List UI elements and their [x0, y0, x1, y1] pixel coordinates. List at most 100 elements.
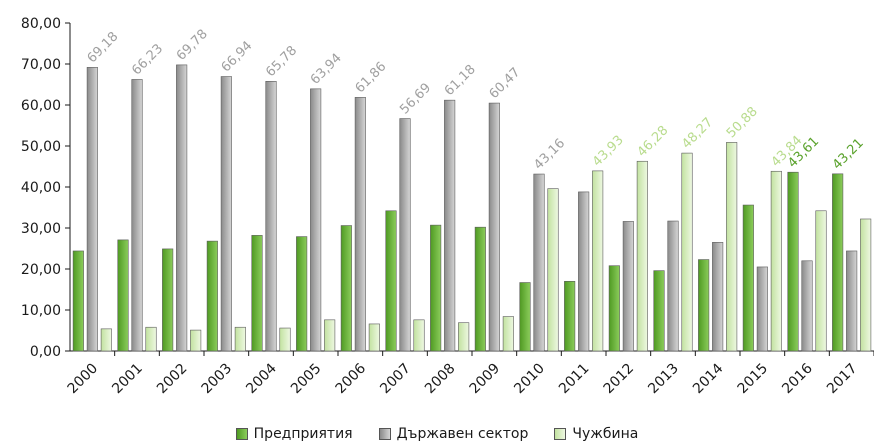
bar-abroad-2003 [234, 326, 246, 352]
x-tick-label: 2004 [243, 360, 280, 397]
bar-enterprises-2008 [430, 224, 442, 352]
x-tick-label: 2009 [467, 361, 504, 398]
y-tick-label: 30,00 [21, 221, 61, 237]
legend-swatch-government [378, 427, 391, 440]
bar-abroad-2012 [636, 160, 648, 352]
bar-enterprises-2014 [698, 259, 710, 352]
legend-swatch-abroad [554, 427, 567, 440]
bar-abroad-2005 [324, 319, 336, 352]
y-tick-label: 0,00 [30, 344, 61, 360]
bar-enterprises-2001 [117, 239, 129, 352]
legend-label-abroad: Чужбина [572, 425, 639, 442]
bar-government-2015 [756, 266, 768, 352]
x-tick-label: 2006 [333, 360, 370, 397]
bar-government-2017 [846, 250, 858, 352]
legend-item-enterprises: Предприятия [235, 425, 353, 442]
bar-abroad-2001 [145, 326, 157, 352]
bar-abroad-2006 [368, 323, 380, 352]
x-tick-label: 2013 [645, 361, 682, 398]
bar-enterprises-2007 [385, 210, 397, 352]
x-tick-label: 2001 [109, 361, 146, 398]
x-tick-label: 2012 [601, 361, 638, 398]
bar-enterprises-2009 [474, 226, 486, 352]
bar-government-2010 [533, 173, 545, 352]
x-tick-label: 2007 [377, 361, 414, 398]
bar-abroad-2002 [190, 329, 202, 352]
bar-government-2001 [131, 79, 143, 352]
bar-abroad-2011 [592, 170, 604, 352]
legend-label-government: Държавен сектор [396, 425, 529, 442]
x-tick-label: 2003 [199, 361, 236, 398]
bar-abroad-2009 [502, 316, 514, 352]
data-label-2009: 60,47 [487, 65, 524, 102]
bar-government-2011 [578, 191, 590, 352]
x-tick-label: 2002 [154, 361, 191, 398]
x-tick-label: 2010 [511, 361, 548, 398]
bar-enterprises-2003 [206, 240, 218, 352]
legend-item-government: Държавен сектор [378, 425, 529, 442]
data-label-2007: 56,69 [397, 80, 434, 117]
data-label-2014: 50,88 [724, 104, 761, 141]
data-label-2005: 63,94 [308, 51, 345, 88]
data-label-2004: 65,78 [263, 43, 300, 80]
bar-government-2008 [444, 99, 456, 352]
bar-government-2007 [399, 118, 411, 352]
bar-government-2016 [801, 260, 813, 352]
legend-label-enterprises: Предприятия [253, 425, 353, 442]
bar-government-2009 [488, 102, 500, 352]
y-tick-label: 10,00 [21, 303, 61, 319]
bar-enterprises-2013 [653, 270, 665, 352]
bar-enterprises-2010 [519, 282, 531, 352]
data-label-2013: 48,27 [679, 115, 716, 152]
bar-enterprises-2004 [251, 235, 263, 352]
bar-government-2000 [86, 67, 98, 352]
bar-abroad-2017 [860, 218, 872, 352]
data-label-2001: 66,23 [129, 41, 166, 78]
bar-enterprises-2005 [296, 236, 308, 352]
x-tick-label: 2011 [556, 361, 593, 398]
bar-enterprises-2015 [742, 204, 754, 352]
bar-abroad-2008 [458, 322, 470, 352]
bar-government-2012 [622, 221, 634, 352]
bar-abroad-2004 [279, 327, 291, 352]
bar-enterprises-2012 [608, 265, 620, 352]
bar-enterprises-2016 [787, 171, 799, 352]
data-label-2017: 43,21 [830, 136, 867, 173]
bar-enterprises-2017 [832, 173, 844, 352]
y-tick-label: 60,00 [21, 98, 61, 114]
x-tick-label: 2015 [735, 361, 772, 398]
x-tick-label: 2000 [65, 361, 102, 398]
y-tick-label: 20,00 [21, 262, 61, 278]
bar-abroad-2015 [770, 170, 782, 352]
data-label-2002: 69,78 [174, 27, 211, 64]
bar-enterprises-2011 [564, 280, 576, 352]
bar-abroad-2016 [815, 210, 827, 352]
x-tick-label: 2005 [288, 361, 325, 398]
y-tick-label: 70,00 [21, 57, 61, 73]
bar-abroad-2013 [681, 152, 693, 352]
data-label-2000: 69,18 [85, 29, 122, 66]
data-label-2003: 66,94 [219, 38, 256, 75]
bar-government-2002 [176, 64, 188, 352]
legend-swatch-enterprises [235, 427, 248, 440]
bar-enterprises-2006 [340, 225, 352, 352]
data-label-2008: 61,18 [442, 62, 479, 99]
bar-government-2004 [265, 81, 277, 352]
bar-government-2014 [712, 242, 724, 352]
bar-abroad-2000 [100, 328, 112, 352]
y-tick-label: 40,00 [21, 180, 61, 196]
bar-chart: 0,00 10,00 20,00 30,00 40,00 50,00 60,00 70,00 8… [21, 16, 874, 398]
x-tick-label: 2014 [690, 360, 727, 397]
bar-enterprises-2000 [72, 250, 84, 352]
legend-item-abroad: Чужбина [554, 426, 638, 442]
bar-enterprises-2002 [162, 248, 174, 352]
data-label-2012: 46,28 [635, 123, 672, 160]
bar-abroad-2010 [547, 188, 559, 352]
y-tick-label: 50,00 [21, 139, 61, 155]
legend: Предприятия Държавен сектор Чужбина [0, 424, 874, 443]
data-label-2010: 43,16 [531, 136, 568, 173]
bar-government-2006 [354, 97, 366, 352]
bar-government-2003 [220, 76, 232, 352]
x-tick-label: 2017 [824, 361, 861, 398]
bar-abroad-2007 [413, 319, 425, 352]
